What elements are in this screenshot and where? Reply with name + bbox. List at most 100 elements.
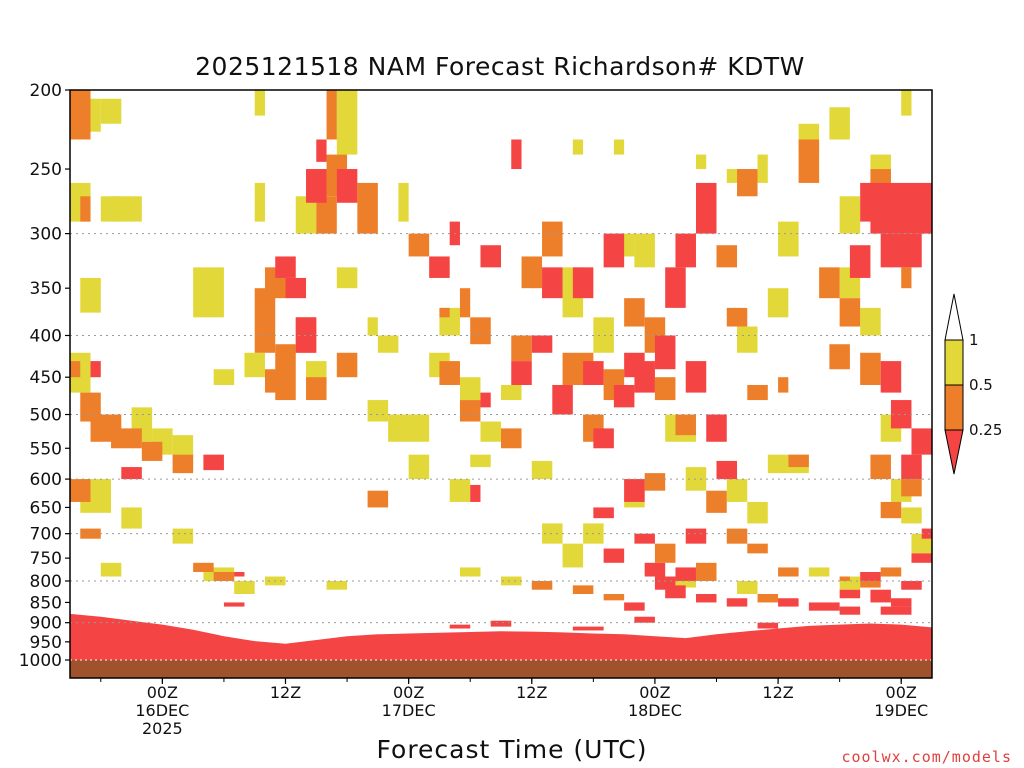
- plot-area: [69, 89, 933, 679]
- ri-cell: [459, 288, 471, 318]
- series-1: [70, 90, 922, 603]
- y-tick-label: 700: [30, 525, 62, 545]
- ri-cell: [880, 361, 902, 393]
- ri-cell: [408, 233, 430, 257]
- ri-cell: [726, 307, 748, 327]
- ri-cell: [870, 454, 891, 480]
- x-axis-label: Forecast Time (UTC): [377, 735, 648, 764]
- ri-cell: [757, 154, 768, 183]
- ri-cell: [295, 196, 317, 234]
- ri-cell: [377, 335, 399, 353]
- y-tick-label: 450: [30, 368, 62, 388]
- ri-cell: [326, 90, 337, 140]
- x-tick-label: 16DEC: [135, 701, 189, 720]
- ri-cell: [880, 233, 922, 268]
- ri-cell: [767, 288, 789, 318]
- legend-bin-high: [944, 339, 964, 386]
- ri-cell: [572, 267, 594, 299]
- ri-cell: [111, 196, 142, 222]
- ri-cell: [860, 182, 891, 222]
- ri-cell: [100, 98, 122, 124]
- ri-cell: [747, 543, 768, 554]
- ri-cell: [357, 182, 378, 234]
- ri-cell: [634, 233, 655, 268]
- ri-cell: [839, 298, 861, 327]
- ri-cell: [223, 602, 245, 607]
- ri-cell: [306, 169, 327, 203]
- ri-cell: [613, 139, 625, 155]
- ri-cell: [572, 626, 604, 631]
- ri-cell: [480, 245, 501, 268]
- ri-cell: [716, 460, 738, 480]
- ri-cell: [70, 361, 81, 378]
- y-axis: 200 250 300 350 400 450 500 550 600 650 700 750 8008…: [19, 81, 70, 671]
- plot-content: [70, 90, 932, 678]
- ri-cell: [511, 335, 532, 362]
- ri-cell: [695, 594, 717, 603]
- ri-cell: [542, 221, 563, 257]
- y-tick-label: 950: [30, 633, 62, 653]
- x-tick-label: 12Z: [270, 683, 301, 702]
- ri-cell: [264, 369, 286, 393]
- ri-cell: [244, 352, 265, 378]
- ri-cell: [860, 307, 881, 336]
- ri-cell: [911, 428, 932, 455]
- ri-cell: [470, 484, 481, 502]
- y-tick-label: 250: [30, 160, 62, 180]
- ri-cell: [316, 196, 337, 234]
- ri-cell: [326, 580, 348, 590]
- chart-title: 2025121518 NAM Forecast Richardson# KDTW: [195, 52, 805, 81]
- ri-cell: [531, 580, 553, 590]
- ri-cell: [757, 594, 779, 603]
- y-tick-label: 800: [30, 572, 62, 592]
- x-tick-label: 19DEC: [874, 701, 928, 720]
- ri-cell: [695, 182, 717, 234]
- ri-cell: [706, 490, 727, 513]
- ri-cell: [480, 421, 501, 442]
- y-tick-label: 200: [30, 81, 62, 101]
- ri-cell: [911, 553, 932, 563]
- ri-cell: [624, 602, 645, 611]
- x-tick-label: 00Z: [393, 683, 424, 702]
- ri-cell: [634, 361, 655, 393]
- ri-cell: [654, 543, 676, 563]
- x-tick-label: 00Z: [886, 683, 917, 702]
- ri-cell: [449, 479, 471, 502]
- ri-cell: [901, 580, 922, 590]
- ri-cell: [254, 182, 265, 222]
- y-tick-label: 900: [30, 614, 62, 634]
- ri-cell: [839, 196, 861, 234]
- x-tick-label: 18DEC: [628, 701, 682, 720]
- ri-cell: [603, 594, 625, 601]
- ri-cell: [306, 377, 327, 401]
- ri-cell: [562, 543, 584, 568]
- ri-cell: [213, 369, 235, 385]
- ri-cell: [80, 528, 101, 539]
- ri-cell: [583, 361, 604, 385]
- ri-cell: [644, 473, 666, 491]
- legend-under-arrow: [944, 429, 964, 475]
- ri-cell: [501, 428, 522, 449]
- ri-cell: [501, 384, 522, 401]
- ri-cell: [921, 528, 932, 539]
- ri-cell: [901, 267, 912, 289]
- ri-cell: [234, 580, 255, 595]
- ri-cell: [901, 454, 922, 480]
- ri-cell: [603, 548, 625, 563]
- y-tick-label: 350: [30, 279, 62, 299]
- ri-cell: [901, 479, 922, 497]
- ri-cell: [716, 245, 738, 268]
- ri-cell: [408, 454, 430, 480]
- ri-cell: [388, 414, 430, 442]
- ri-cell: [778, 598, 799, 607]
- ri-cell: [429, 256, 450, 278]
- ri-cell: [439, 361, 460, 385]
- ri-cell: [819, 267, 840, 299]
- y-tick-label: 550: [30, 439, 62, 459]
- ri-cell: [839, 576, 850, 581]
- ri-cell: [480, 392, 491, 408]
- ri-cell: [778, 567, 799, 577]
- ri-cell: [80, 277, 101, 313]
- ri-cell: [695, 154, 707, 170]
